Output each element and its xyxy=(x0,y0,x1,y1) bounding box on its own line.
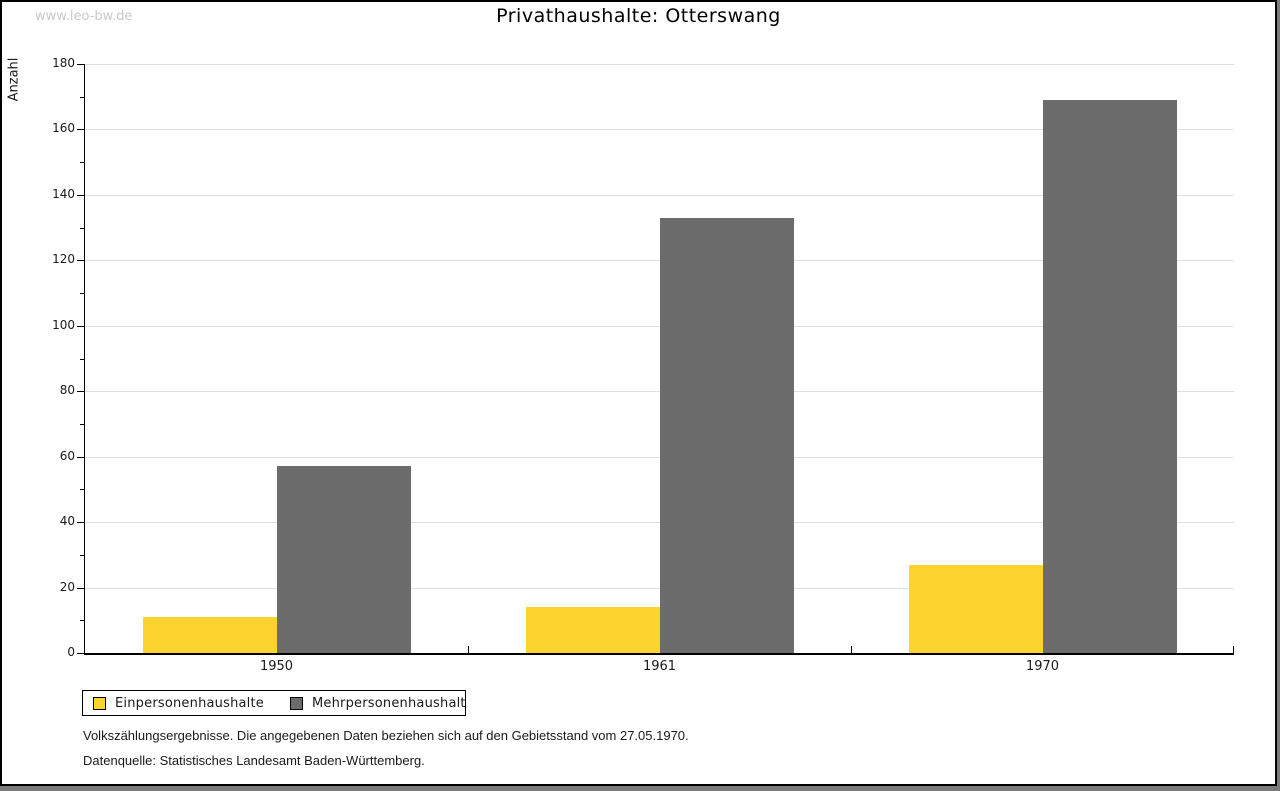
y-tick-label-160: 160 xyxy=(52,121,75,136)
footnote-datenquelle: Datenquelle: Statistisches Landesamt Bad… xyxy=(83,753,425,768)
y-tick-140 xyxy=(77,194,85,196)
y-tick-30 xyxy=(80,554,85,556)
x-tick-label-1950: 1950 xyxy=(259,659,294,674)
y-tick-60 xyxy=(77,456,85,458)
y-tick-label-80: 80 xyxy=(59,383,75,398)
y-tick-label-40: 40 xyxy=(59,514,75,529)
gridline-y160 xyxy=(85,129,1234,131)
y-tick-label-0: 0 xyxy=(67,645,75,659)
legend: Einpersonenhaushalte Mehrpersonenhaushal… xyxy=(82,690,466,716)
footnote-gebietsstand: Volkszählungsergebnisse. Die angegebenen… xyxy=(83,728,689,743)
y-tick-110 xyxy=(80,293,85,295)
y-tick-20 xyxy=(77,587,85,589)
x-tick-label-1961: 1961 xyxy=(642,659,677,674)
x-tick-1 xyxy=(468,646,469,653)
x-tick-label-1970: 1970 xyxy=(1025,659,1060,674)
y-tick-130 xyxy=(80,227,85,229)
gridline-y180 xyxy=(85,64,1234,65)
x-tick-2 xyxy=(851,646,852,653)
y-tick-180 xyxy=(77,64,85,65)
watermark: www.leo-bw.de xyxy=(35,9,133,24)
bar-mehrpersonenhaushalte-1961 xyxy=(659,217,794,653)
chart-title: Privathaushalte: Otterswang xyxy=(496,5,781,27)
y-tick-label-140: 140 xyxy=(52,186,75,201)
plot-area: 0 20 40 60 80 100 120 140 160 180 1950 1961 1970 xyxy=(52,56,1234,674)
y-tick-0 xyxy=(77,653,85,654)
y-tick-label-180: 180 xyxy=(52,56,75,70)
y-tick-label-60: 60 xyxy=(59,448,75,463)
bar-einpersonenhaushalte-1970 xyxy=(908,564,1043,653)
y-tick-label-100: 100 xyxy=(52,317,75,332)
legend-label: Mehrpersonenhaushalte xyxy=(312,695,466,711)
y-tick-40 xyxy=(77,522,85,524)
x-tick-3 xyxy=(1233,646,1234,653)
y-tick-70 xyxy=(80,423,85,425)
bar-einpersonenhaushalte-1950 xyxy=(142,617,277,653)
legend-entry-mehrpersonenhaushalte: Mehrpersonenhaushalte xyxy=(290,695,466,711)
legend-label: Einpersonenhaushalte xyxy=(115,695,264,711)
y-tick-10 xyxy=(80,620,85,622)
y-tick-90 xyxy=(80,358,85,360)
bar-mehrpersonenhaushalte-1950 xyxy=(276,466,411,653)
legend-swatch-einpersonenhaushalte xyxy=(93,696,106,710)
y-tick-170 xyxy=(80,96,85,98)
y-tick-120 xyxy=(77,260,85,262)
y-tick-label-120: 120 xyxy=(52,252,75,267)
legend-entry-einpersonenhaushalte: Einpersonenhaushalte xyxy=(93,696,264,711)
gridline-y140 xyxy=(85,194,1234,196)
y-tick-50 xyxy=(80,489,85,491)
legend-swatch-mehrpersonenhaushalte xyxy=(290,696,303,710)
bar-mehrpersonenhaushalte-1970 xyxy=(1042,100,1177,653)
y-tick-100 xyxy=(77,325,85,327)
bar-einpersonenhaushalte-1961 xyxy=(525,607,660,653)
y-tick-150 xyxy=(80,162,85,164)
y-tick-80 xyxy=(77,391,85,393)
y-tick-label-20: 20 xyxy=(59,579,75,594)
y-tick-160 xyxy=(77,129,85,131)
